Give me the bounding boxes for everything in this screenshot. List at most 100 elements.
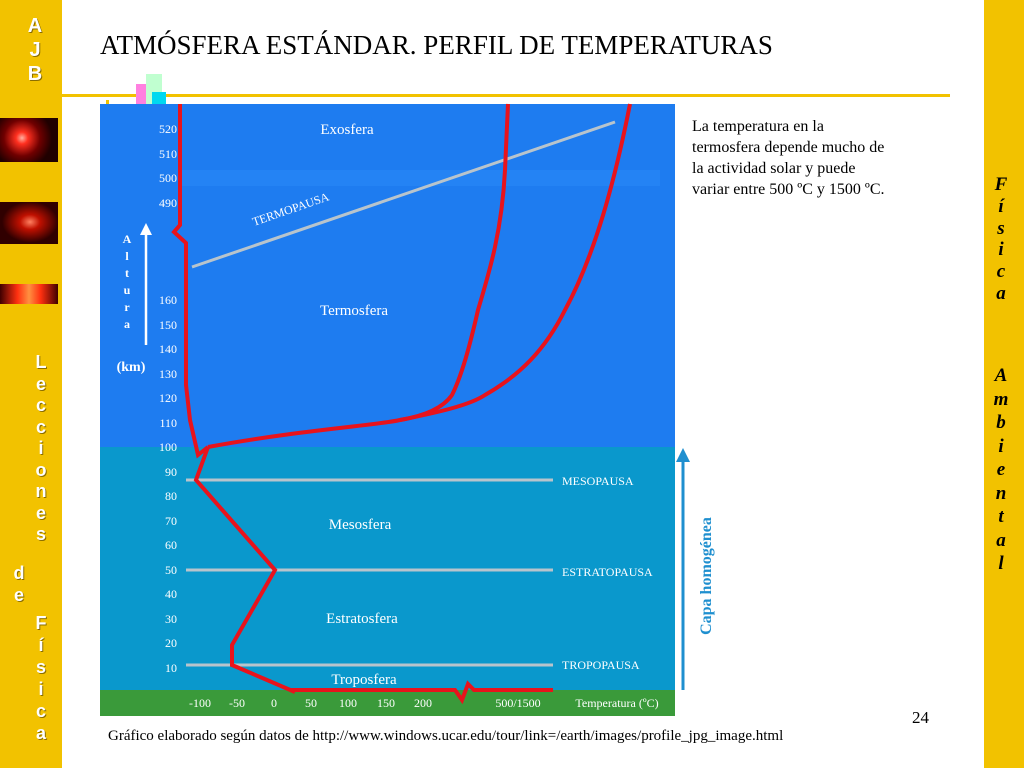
x-tick-label: -100 xyxy=(189,696,211,710)
letter: m xyxy=(993,388,1009,410)
letter: t xyxy=(998,506,1004,527)
letter: F xyxy=(994,174,1008,195)
tick-label: 90 xyxy=(165,465,177,479)
letter: F xyxy=(35,613,47,633)
altitude-letter: a xyxy=(124,317,130,331)
red-spectrum-photo xyxy=(0,284,58,304)
x-axis-title: Temperatura (ºC) xyxy=(575,696,658,710)
letter: c xyxy=(35,395,46,415)
letter: a xyxy=(996,529,1006,551)
ajb-logo: A J B xyxy=(24,14,46,86)
tick-label: 120 xyxy=(159,391,177,405)
upper-ticks: 520 510 500 490 xyxy=(159,122,177,210)
x-tick-label: 50 xyxy=(305,696,317,710)
logo-letter: A xyxy=(27,15,43,37)
tick-label: 500 xyxy=(159,171,177,185)
thermosphere-description: La temperatura en la termosfera depende … xyxy=(692,118,885,198)
tick-label: 520 xyxy=(159,122,177,136)
x-axis-ticks: -100 -50 0 50 100 150 200 500/1500 Tempe… xyxy=(189,696,659,710)
thermosphere-label: Termosfera xyxy=(320,303,388,319)
letter: í xyxy=(998,195,1004,217)
temperature-profile-high-activity-branch xyxy=(399,103,632,422)
left-vertical-lecciones: L e c c i o n e s xyxy=(34,352,48,546)
letter: o xyxy=(35,459,47,480)
letter: í xyxy=(38,635,44,655)
letter: e xyxy=(35,373,46,394)
stratopause-label: ESTRATOPAUSA xyxy=(562,565,653,579)
letter: b xyxy=(996,412,1006,433)
letter: A xyxy=(994,365,1008,386)
letter: i xyxy=(998,435,1004,457)
red-light-photo-2 xyxy=(0,202,58,244)
homogeneous-layer-label: Capa homogénea xyxy=(698,517,715,635)
letter: c xyxy=(996,261,1006,283)
x-tick-label: -50 xyxy=(229,696,245,710)
letter: a xyxy=(35,723,46,743)
ground-band xyxy=(100,690,675,716)
mesopause-label: MESOPAUSA xyxy=(562,474,634,488)
left-vertical-fisica: F í s i c a xyxy=(34,612,48,744)
right-vertical-ambiental: A m b i e n t a l xyxy=(990,364,1012,576)
letter: i xyxy=(998,239,1004,261)
letter: e xyxy=(35,502,46,523)
mesosphere-label: Mesosfera xyxy=(329,517,392,533)
right-vertical-fisica: F í s i c a xyxy=(990,174,1012,305)
decor-square-cyan xyxy=(152,92,166,106)
altitude-arrow-head xyxy=(140,223,152,235)
tick-label: 50 xyxy=(165,563,177,577)
tick-label: 80 xyxy=(165,489,177,503)
tick-label: 30 xyxy=(165,612,177,626)
temperature-profile-lower-atmosphere xyxy=(193,446,296,694)
tick-label: 160 xyxy=(159,293,177,307)
altitude-letter: A xyxy=(123,232,132,246)
temperature-profile-low-solar xyxy=(171,104,210,459)
x-tick-label: 150 xyxy=(377,696,395,710)
letter: n xyxy=(35,481,47,501)
thermopause-line xyxy=(191,120,616,269)
letter: L xyxy=(35,352,47,372)
upper-highlight-band xyxy=(180,170,660,186)
letter: s xyxy=(35,524,46,544)
tick-label: 150 xyxy=(159,318,177,332)
slide-title: ATMÓSFERA ESTÁNDAR. PERFIL DE TEMPERATUR… xyxy=(100,30,773,60)
letter: c xyxy=(35,416,46,437)
layer-labels: Exosfera Termosfera Mesosfera Estratosfe… xyxy=(320,122,398,688)
left-vertical-de: d e xyxy=(12,562,26,606)
x-tick-label: 500/1500 xyxy=(495,696,540,710)
tick-label: 60 xyxy=(165,538,177,552)
tropopause-label: TROPOPAUSA xyxy=(562,658,640,672)
letter: i xyxy=(38,438,44,458)
letter: e xyxy=(13,585,24,605)
upper-atmosphere-band xyxy=(100,104,675,447)
tick-label: 70 xyxy=(165,514,177,528)
page-number: 24 xyxy=(912,708,929,727)
letter: e xyxy=(996,459,1006,480)
letter: i xyxy=(38,679,44,699)
tick-label: 40 xyxy=(165,587,177,601)
letter: n xyxy=(995,482,1007,504)
exosphere-label: Exosfera xyxy=(320,122,374,138)
tick-label: 100 xyxy=(159,440,177,454)
letter: s xyxy=(997,217,1005,239)
homogeneous-layer-arrow-head xyxy=(676,448,690,462)
letter: l xyxy=(998,553,1004,574)
altitude-letter: r xyxy=(124,300,130,314)
x-tick-label: 200 xyxy=(414,696,432,710)
source-note: Gráfico elaborado según datos de http://… xyxy=(108,728,784,744)
altitude-letter: t xyxy=(125,266,129,280)
letter: d xyxy=(13,563,25,583)
altitude-label: A l t u r a (km) xyxy=(117,232,146,375)
stratosphere-label: Estratosfera xyxy=(326,611,398,627)
tick-label: 20 xyxy=(165,636,177,650)
altitude-letter: u xyxy=(124,283,131,297)
letter: a xyxy=(996,282,1006,304)
x-tick-label: 0 xyxy=(271,696,277,710)
x-tick-label: 100 xyxy=(339,696,357,710)
title-divider-line xyxy=(62,94,950,97)
letter: s xyxy=(35,657,46,677)
temperature-profile-low-activity-branch xyxy=(207,103,510,449)
tick-label: 510 xyxy=(159,147,177,161)
temperature-axis-break xyxy=(290,680,553,705)
red-light-photo-1 xyxy=(0,118,58,162)
logo-letter: B xyxy=(27,63,43,85)
